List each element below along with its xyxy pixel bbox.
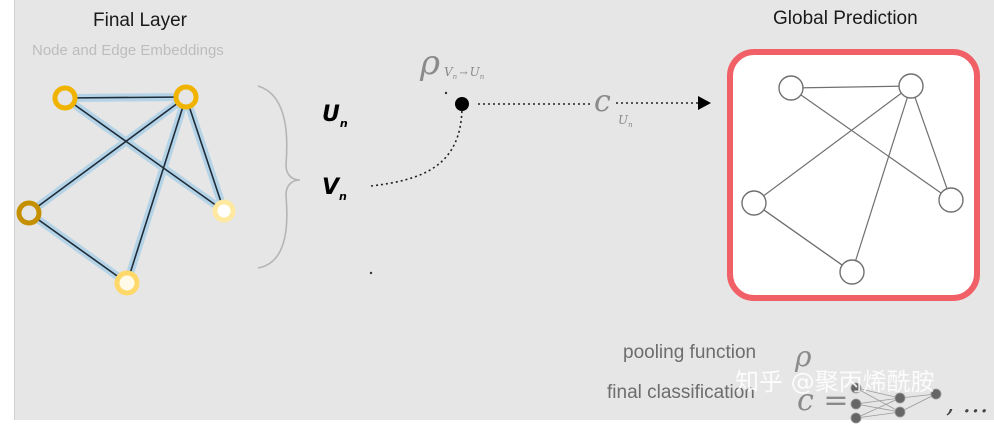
c-subscript: Un <box>618 113 633 129</box>
pooling-symbol: ρ <box>794 340 812 373</box>
pooling-point <box>455 97 469 111</box>
arrowhead-icon <box>698 96 711 110</box>
node <box>52 85 78 111</box>
global-prediction-title: Global Prediction <box>773 8 918 29</box>
watermark: 知乎 @聚丙烯酰胺 <box>735 368 935 396</box>
rho-subscript: Vn → Un <box>444 65 485 81</box>
final-layer-title: Final Layer <box>93 10 187 31</box>
final-layer-subtitle: Node and Edge Embeddings <box>32 42 224 59</box>
node <box>114 270 140 296</box>
edge <box>28 212 128 284</box>
rho-label: ρ <box>419 43 440 83</box>
edge <box>64 97 225 212</box>
global-graph <box>741 73 964 285</box>
node <box>839 259 865 285</box>
node <box>173 84 199 110</box>
v-label: Vn <box>322 175 347 203</box>
node <box>16 200 42 226</box>
curly-brace <box>257 85 301 269</box>
node <box>212 199 236 223</box>
node <box>778 75 804 101</box>
final-classification-label: final classification <box>607 382 755 403</box>
c-label: c <box>594 84 611 119</box>
edge <box>910 85 952 201</box>
u-label: Un <box>322 102 348 130</box>
edge <box>28 96 187 214</box>
edge <box>753 202 853 273</box>
node <box>741 190 767 216</box>
class-symbol: c = <box>797 383 848 418</box>
edge <box>64 96 187 99</box>
edge <box>185 96 225 212</box>
small-dot <box>369 271 373 275</box>
edge <box>790 85 912 89</box>
mini-network-icon <box>850 382 942 424</box>
edge <box>790 87 952 201</box>
final-layer-graph <box>16 84 236 296</box>
small-dot <box>444 91 448 95</box>
pooling-function-label: pooling function <box>623 342 757 363</box>
node <box>898 73 924 99</box>
pooling-input-path <box>370 105 463 187</box>
node <box>938 187 964 213</box>
ellipsis: , … <box>946 389 989 419</box>
edge <box>126 96 187 284</box>
